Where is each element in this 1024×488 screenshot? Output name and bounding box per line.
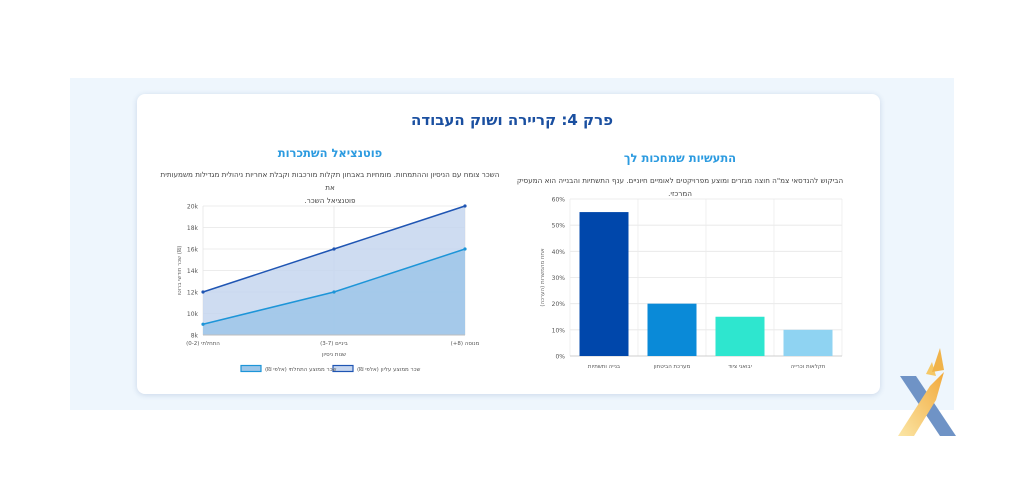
bar-y-tick-label: 40%	[552, 249, 566, 256]
area-y-tick-label: 18k	[187, 225, 199, 232]
earnings-title: פוטנציאל השתכרות	[277, 146, 383, 160]
bar-y-tick-label: 10%	[552, 327, 566, 334]
legend-swatch-series-1	[332, 364, 354, 373]
area-point-series-2	[463, 247, 467, 251]
area-y-tick-label: 14k	[187, 268, 199, 275]
bar-y-tick-label: 30%	[552, 275, 566, 282]
area-point-series-1	[463, 204, 467, 208]
legend-label-series-2: שכר ממוצע התחלתי (אלפי ₪)	[265, 366, 337, 373]
bar-y-tick-label: 20%	[552, 301, 566, 308]
legend-label-series-1: שכר ממוצע עליון (אלפי ₪)	[357, 366, 421, 373]
bar	[579, 212, 629, 356]
area-point-series-2	[201, 322, 205, 326]
area-y-axis-title: שכר חודשי ברוטו (₪)	[177, 246, 183, 296]
area-x-axis-title: שנות ניסיון	[322, 352, 346, 358]
bar	[715, 316, 765, 356]
area-x-tick-label: מנוסה (8+)	[451, 341, 480, 347]
brand-logo	[898, 348, 956, 436]
bar-x-tick-label: חקלאות וכרייה	[791, 363, 826, 370]
earnings-description-line1: השכר צומח עם הניסיון וההתמחות. מומחיות ב…	[160, 170, 500, 192]
bar	[647, 303, 697, 356]
area-point-series-2	[332, 290, 336, 294]
bar-y-axis-title: אחוז מהמשרות (הערכה)	[540, 248, 546, 307]
bar-x-tick-label: מערכת הביטחון	[654, 364, 691, 370]
area-y-tick-label: 12k	[187, 290, 199, 297]
page-title: פרק 4: קריירה ושוק העבודה	[411, 111, 613, 129]
area-point-series-1	[332, 247, 336, 251]
area-y-tick-label: 8k	[191, 333, 199, 340]
earnings-description: השכר צומח עם הניסיון וההתמחות. מומחיות ב…	[155, 168, 505, 207]
earnings-description-line2: פוטנציאל השכר.	[304, 196, 356, 205]
industries-title: התעשיות שמחכות לך	[623, 151, 737, 165]
bar	[783, 329, 833, 356]
bar-x-tick-label: בנייה ותשתיות	[588, 364, 620, 370]
industries-description: הביקוש להנדסאי צמ"ה חוצה מגזרים ומוצע מפ…	[516, 176, 844, 198]
area-y-tick-label: 16k	[187, 247, 199, 254]
bar-y-tick-label: 60%	[552, 197, 566, 204]
legend-swatch-series-2	[240, 364, 262, 373]
area-y-tick-label: 10k	[187, 311, 199, 318]
bar-y-tick-label: 50%	[552, 223, 566, 230]
area-x-tick-label: ביניים (3-7)	[320, 341, 348, 347]
area-x-tick-label: התחלתי (0-2)	[186, 340, 220, 347]
area-y-tick-label: 20k	[187, 204, 199, 211]
bar-y-tick-label: 0%	[555, 354, 565, 361]
bar-x-tick-label: יבואני ציוד	[728, 364, 752, 370]
area-point-series-1	[201, 290, 205, 294]
